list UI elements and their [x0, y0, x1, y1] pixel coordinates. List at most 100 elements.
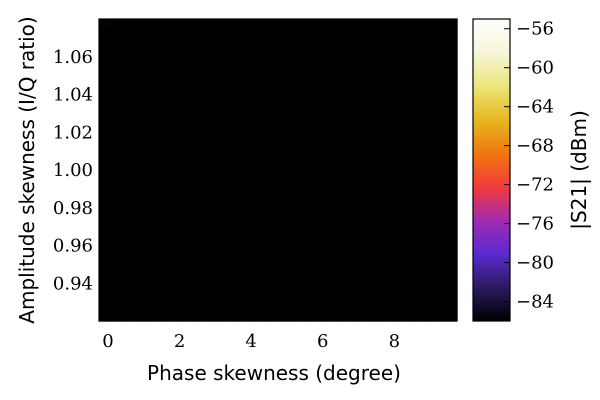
heatmap-cell	[439, 34, 458, 43]
heatmap-cell	[116, 162, 136, 171]
heatmap-cell	[242, 245, 261, 254]
heatmap-cell	[152, 290, 172, 299]
heatmap-cell	[260, 185, 279, 194]
heatmap-cell	[278, 49, 297, 58]
heatmap-cell	[260, 139, 279, 148]
heatmap-cell	[331, 79, 351, 88]
heatmap-cell	[385, 147, 404, 156]
heatmap-cell	[421, 305, 440, 315]
heatmap-cell	[295, 19, 315, 28]
heatmap-cell	[278, 56, 297, 65]
heatmap-cell	[188, 207, 207, 216]
heatmap-cell	[206, 200, 225, 209]
heatmap-cell	[421, 207, 440, 216]
heatmap-cell	[313, 56, 333, 65]
heatmap-cell	[224, 64, 243, 73]
heatmap-cell	[170, 305, 190, 315]
heatmap-cell	[295, 313, 315, 322]
x-tick-label: 2	[174, 331, 185, 352]
heatmap-cell	[367, 117, 386, 126]
heatmap-cell	[134, 207, 154, 216]
heatmap-cell	[260, 102, 279, 111]
colorbar-tick-label: −64	[516, 97, 554, 118]
heatmap-cell	[385, 117, 404, 126]
heatmap-cell	[134, 49, 154, 58]
heatmap-cell	[99, 102, 118, 111]
heatmap-cell	[152, 71, 172, 80]
y-tick-label: 0.96	[53, 236, 93, 257]
heatmap-cell	[403, 207, 422, 216]
heatmap-cell	[152, 41, 172, 50]
heatmap-cell	[206, 268, 225, 277]
heatmap-cell	[152, 245, 172, 254]
heatmap-cell	[116, 207, 136, 216]
heatmap-cell	[170, 245, 190, 254]
heatmap-cell	[206, 19, 225, 28]
heatmap-cell	[295, 200, 315, 209]
heatmap-cell	[367, 124, 386, 133]
heatmap-cell	[152, 298, 172, 307]
heatmap-cell	[367, 162, 386, 171]
heatmap-cell	[224, 298, 243, 307]
heatmap-cell	[349, 71, 369, 80]
heatmap-cell	[188, 230, 207, 239]
heatmap-cell	[260, 132, 279, 141]
heatmap-cell	[224, 207, 243, 216]
heatmap-cell	[224, 162, 243, 171]
heatmap-cell	[224, 170, 243, 179]
x-axis-ticks: 0 2 4 6 8	[102, 19, 400, 352]
heatmap-cell	[403, 56, 422, 65]
heatmap-cell	[134, 200, 154, 209]
heatmap-cell	[188, 215, 207, 224]
heatmap-cell	[367, 94, 386, 103]
heatmap-cell	[313, 200, 333, 209]
heatmap-cell	[170, 162, 190, 171]
heatmap-cell	[349, 64, 369, 73]
heatmap-cell	[188, 71, 207, 80]
heatmap-cell	[349, 275, 369, 284]
y-axis-ticks: 0.94 0.96 0.98 1.00 1.02 1.04 1.06	[53, 47, 457, 294]
heatmap-cell	[134, 26, 154, 35]
heatmap-cell	[206, 305, 225, 315]
heatmap-cell	[170, 185, 190, 194]
heatmap-cell	[170, 139, 190, 148]
heatmap-cell	[421, 49, 440, 58]
heatmap-cell	[313, 86, 333, 96]
heatmap-cell	[313, 185, 333, 194]
heatmap-cell	[99, 230, 118, 239]
heatmap-cell	[134, 34, 154, 43]
heatmap-cell	[385, 79, 404, 88]
heatmap-cell	[439, 290, 458, 299]
heatmap-cell	[224, 79, 243, 88]
heatmap-cell	[152, 162, 172, 171]
heatmap-cell	[224, 124, 243, 133]
heatmap-cell	[439, 230, 458, 239]
heatmap-cell	[152, 185, 172, 194]
heatmap-cell	[170, 170, 190, 179]
colorbar-tick-label: −60	[516, 58, 554, 79]
heatmap-cell	[295, 268, 315, 277]
heatmap-cell	[134, 102, 154, 111]
heatmap-cell	[331, 245, 351, 254]
heatmap-cell	[349, 170, 369, 179]
heatmap-cell	[439, 283, 458, 292]
heatmap-cell	[99, 132, 118, 141]
colorbar-tick-label: −68	[516, 136, 554, 157]
heatmap-cell	[206, 139, 225, 148]
heatmap-cell	[421, 245, 440, 254]
heatmap-cell	[242, 275, 261, 284]
heatmap-cell	[403, 268, 422, 277]
heatmap-cell	[421, 86, 440, 96]
heatmap-cell	[170, 230, 190, 239]
heatmap-cell	[367, 283, 386, 292]
heatmap-cell	[260, 245, 279, 254]
heatmap-cell	[116, 260, 136, 269]
heatmap-cell	[313, 177, 333, 186]
heatmap-cell	[242, 139, 261, 148]
heatmap-cell	[367, 237, 386, 247]
heatmap-cell	[116, 147, 136, 156]
heatmap-cell	[367, 154, 386, 164]
heatmap-cell	[99, 283, 118, 292]
heatmap-cell	[439, 94, 458, 103]
heatmap-cell	[295, 79, 315, 88]
